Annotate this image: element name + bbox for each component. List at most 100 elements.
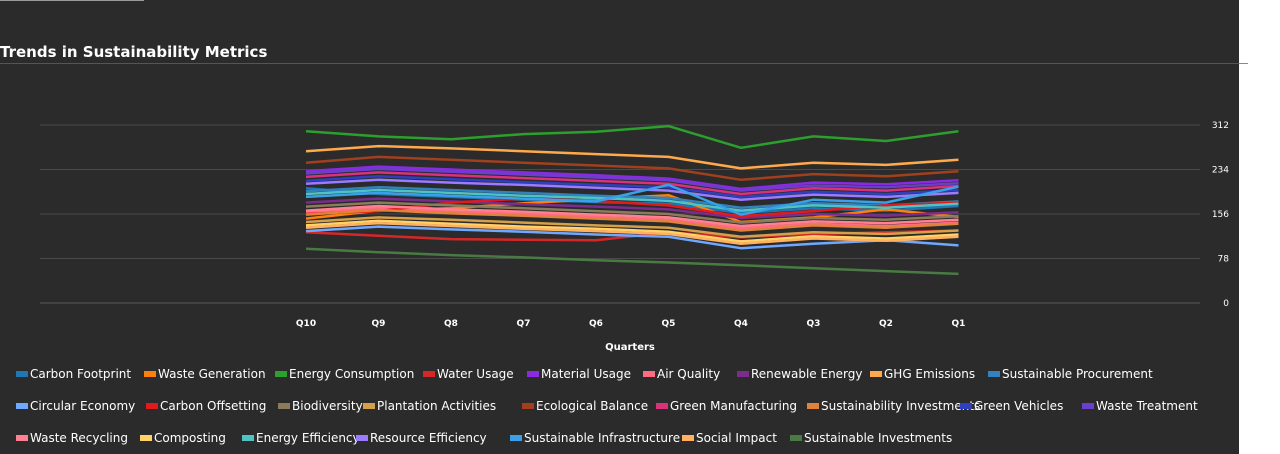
legend-item-energy-consumption[interactable]: Energy Consumption xyxy=(275,367,414,381)
legend-label: Social Impact xyxy=(696,431,777,445)
x-tick-labels: Q10 Q9 Q8 Q7 Q6 Q5 Q4 Q3 Q2 Q1 xyxy=(296,319,966,329)
series-line-green-vehicles xyxy=(305,175,959,199)
legend-item-sustainable-investments[interactable]: Sustainable Investments xyxy=(790,431,952,445)
series-line-sustainable-infrastructure xyxy=(305,183,959,216)
legend-swatch xyxy=(656,403,668,409)
legend-item-biodiversity[interactable]: Biodiversity xyxy=(278,399,363,413)
legend-swatch xyxy=(146,403,158,409)
title-divider xyxy=(0,63,1239,64)
legend-item-green-manufacturing[interactable]: Green Manufacturing xyxy=(656,399,797,413)
legend-item-green-vehicles[interactable]: Green Vehicles xyxy=(960,399,1063,413)
series-line-material-usage xyxy=(305,165,959,191)
legend-label: Air Quality xyxy=(657,367,721,381)
legend-swatch xyxy=(363,403,375,409)
legend-item-ecological-balance[interactable]: Ecological Balance xyxy=(522,399,648,413)
legend-item-circular-economy[interactable]: Circular Economy xyxy=(16,399,135,413)
legend-item-waste-recycling[interactable]: Waste Recycling xyxy=(16,431,128,445)
y-tick-label: 78 xyxy=(1218,255,1230,265)
legend-item-renewable-energy[interactable]: Renewable Energy xyxy=(737,367,863,381)
legend-item-social-impact[interactable]: Social Impact xyxy=(682,431,777,445)
legend-swatch xyxy=(510,435,522,441)
legend-label: Sustainable Infrastructure xyxy=(524,431,681,445)
legend-label: GHG Emissions xyxy=(884,367,976,381)
legend-item-waste-generation[interactable]: Waste Generation xyxy=(144,367,266,381)
x-tick-label: Q7 xyxy=(517,319,531,329)
x-tick-label: Q2 xyxy=(879,319,893,329)
legend-swatch xyxy=(870,371,882,377)
series-line-renewable-energy xyxy=(305,197,959,220)
legend-item-composting[interactable]: Composting xyxy=(140,431,226,445)
series-line-sustainability-investments xyxy=(305,208,959,232)
legend-item-sustainable-procurement[interactable]: Sustainable Procurement xyxy=(988,367,1153,381)
legend-label: Sustainable Investments xyxy=(804,431,953,445)
legend-item-carbon-offsetting[interactable]: Carbon Offsetting xyxy=(146,399,266,413)
legend-item-ghg-emissions[interactable]: GHG Emissions xyxy=(870,367,975,381)
legend-swatch xyxy=(522,403,534,409)
legend-label: Circular Economy xyxy=(30,399,136,413)
legend-item-carbon-footprint[interactable]: Carbon Footprint xyxy=(16,367,131,381)
x-tick-label: Q8 xyxy=(444,319,458,329)
legend-item-sustainable-infrastructure[interactable]: Sustainable Infrastructure xyxy=(510,431,680,445)
legend-swatch xyxy=(16,435,28,441)
legend-label: Carbon Offsetting xyxy=(160,399,267,413)
legend-swatch xyxy=(16,371,28,377)
panel-edge-mark xyxy=(1239,63,1248,64)
x-axis-label: Quarters xyxy=(605,342,655,353)
legend-swatch xyxy=(275,371,287,377)
legend-swatch xyxy=(423,371,435,377)
legend-swatch xyxy=(643,371,655,377)
y-gridlines xyxy=(40,124,1200,304)
y-tick-labels: 0 78 156 234 312 xyxy=(1212,121,1229,309)
x-tick-label: Q9 xyxy=(372,319,386,329)
series-line-air-quality xyxy=(305,207,959,230)
legend-label: Waste Recycling xyxy=(30,431,128,445)
series-line-circular-economy xyxy=(305,225,959,250)
legend-item-water-usage[interactable]: Water Usage xyxy=(423,367,514,381)
legend-swatch xyxy=(1082,403,1094,409)
series-line-ghg-emissions xyxy=(305,144,959,170)
legend-label: Carbon Footprint xyxy=(30,367,132,381)
legend-swatch xyxy=(140,435,152,441)
legend-label: Biodiversity xyxy=(292,399,363,413)
legend-label: Composting xyxy=(154,431,226,445)
legend-label: Sustainable Procurement xyxy=(1002,367,1153,381)
series-line-waste-recycling xyxy=(305,204,959,228)
legend-label: Plantation Activities xyxy=(377,399,497,413)
legend-swatch xyxy=(960,403,972,409)
x-tick-label: Q10 xyxy=(296,319,316,329)
legend-item-material-usage[interactable]: Material Usage xyxy=(527,367,631,381)
top-tab-indicator xyxy=(0,0,144,1)
series-line-waste-treatment xyxy=(305,167,959,192)
legend-label: Green Manufacturing xyxy=(670,399,798,413)
series-line-composting xyxy=(305,219,959,243)
legend-item-sustainability-investments[interactable]: Sustainability Investments xyxy=(807,399,980,413)
legend-swatch xyxy=(356,435,368,441)
y-tick-label: 312 xyxy=(1212,121,1229,131)
legend-label: Ecological Balance xyxy=(536,399,649,413)
series-line-social-impact xyxy=(305,221,959,245)
legend-item-energy-efficiency[interactable]: Energy Efficiency xyxy=(242,431,360,445)
y-tick-label: 0 xyxy=(1223,299,1229,309)
legend-swatch xyxy=(144,371,156,377)
series-line-ecological-balance xyxy=(305,155,959,182)
legend-label: Water Usage xyxy=(437,367,514,381)
legend-item-waste-treatment[interactable]: Waste Treatment xyxy=(1082,399,1198,413)
series-line-biodiversity xyxy=(305,201,959,224)
legend: Carbon Footprint Waste Generation Energy C… xyxy=(16,367,1198,445)
legend-label: Sustainability Investments xyxy=(821,399,981,413)
line-chart: 0 78 156 234 312 Q10 Q9 Q8 Q7 Q6 Q5 Q4 Q3 Q2 Q1 Quart… xyxy=(40,121,1229,353)
x-tick-label: Q1 xyxy=(952,319,966,329)
x-tick-label: Q4 xyxy=(734,319,748,329)
series-line-plantation-activities xyxy=(305,216,959,239)
legend-item-air-quality[interactable]: Air Quality xyxy=(643,367,720,381)
series-lines xyxy=(305,124,959,276)
x-tick-label: Q6 xyxy=(589,319,603,329)
legend-swatch xyxy=(790,435,802,441)
legend-item-plantation-activities[interactable]: Plantation Activities xyxy=(363,399,496,413)
legend-label: Energy Efficiency xyxy=(256,431,360,445)
legend-label: Green Vehicles xyxy=(974,399,1064,413)
legend-label: Resource Efficiency xyxy=(370,431,487,445)
series-line-sustainable-procurement xyxy=(305,185,959,209)
legend-item-resource-efficiency[interactable]: Resource Efficiency xyxy=(356,431,487,445)
series-line-energy-efficiency xyxy=(305,188,959,212)
